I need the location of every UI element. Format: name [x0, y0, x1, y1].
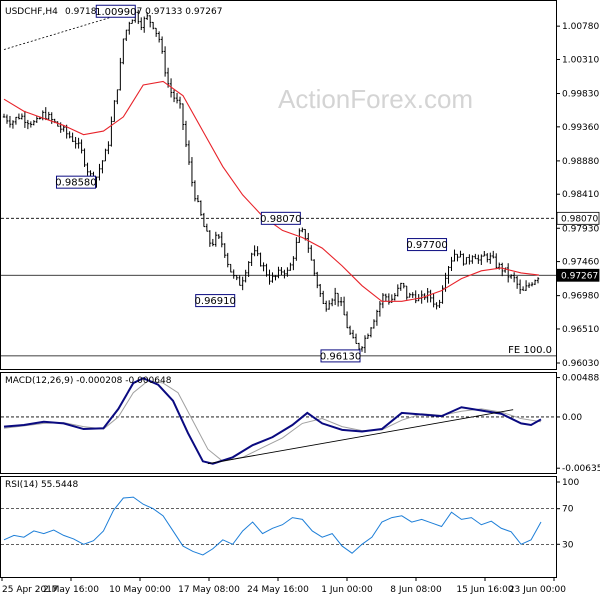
level-label-5: 0.97700: [406, 238, 448, 252]
level-label-box: [55, 175, 96, 189]
macd-title: MACD(12,26,9) -0.000208 -0.000648: [5, 376, 172, 386]
time-axis-label: 17 May 08:00: [178, 585, 240, 595]
time-axis-label: 15 Jun 16:00: [456, 585, 513, 595]
axes: 1.00780 1.00310 0.99830 0.99360 0.98880 0.984…: [1, 22, 600, 595]
level-label-text: 0.96910: [195, 296, 236, 307]
price-bars: [2, 9, 540, 353]
macd-line: [3, 377, 542, 465]
level-label-1: 0.98580: [55, 175, 97, 189]
level-label-3: 0.96910: [195, 294, 236, 308]
watermark: ActionForex.com: [278, 84, 473, 114]
level-label-4: 0.96130: [320, 349, 361, 363]
last-price-tag: [556, 268, 600, 282]
price-axis-label: 1.00780: [562, 22, 599, 32]
level-label-box: [195, 294, 236, 308]
macd-axis-label: 0.004883: [562, 374, 600, 384]
rsi-line: [3, 496, 542, 556]
price-axis-label: 0.96510: [562, 325, 599, 335]
price-axis-label: 0.99360: [562, 123, 599, 133]
price-axis-label: 0.96030: [562, 359, 599, 369]
level-label-text: 0.96130: [320, 351, 361, 362]
rsi-plot: [1, 496, 556, 556]
level-label-box: [260, 211, 301, 225]
time-axis-label: 1 Jun 00:00: [321, 585, 373, 595]
macd-plot: [1, 377, 556, 465]
level-label-text: 0.98580: [55, 178, 96, 189]
price-axis-label: 0.98880: [562, 157, 599, 167]
price-axis-label: 0.98410: [562, 190, 599, 200]
rsi-axis-label: 100: [562, 478, 579, 488]
time-axis-label: 23 Jun 00:00: [509, 585, 566, 595]
level-label-text: 1.00990: [95, 7, 136, 18]
moving-average-line: [3, 80, 540, 302]
price-axis-label: 0.96980: [562, 292, 599, 302]
level-price-tag: [556, 211, 600, 225]
price-axis-label: 0.99830: [562, 90, 599, 100]
time-axis-label: 25 Apr 2017: [2, 585, 58, 595]
rsi-title: RSI(14) 55.5448: [5, 480, 78, 490]
macd-trendline: [207, 409, 514, 465]
level-label-0: 1.00990: [95, 4, 136, 18]
level-label-2: 0.98070: [260, 211, 302, 225]
rsi-axis-label: 30: [562, 540, 574, 550]
price-axis-label: 0.97930: [562, 224, 599, 234]
ohlc-label: 0.97184 0.97297 0.97133 0.97267: [65, 7, 222, 17]
macd-axis-label: 0.00: [562, 413, 582, 423]
price-pane-border: [0, 0, 557, 370]
level-label-box: [407, 238, 448, 252]
fe-label: FE 100.0: [508, 345, 552, 356]
macd-signal-line: [3, 380, 542, 462]
time-axis-label: 10 May 00:00: [109, 585, 171, 595]
symbol-label: USDCHF,H4: [5, 7, 58, 17]
price-plot: 1.00990 0.98580 0.98070 0.96910 0.96130 0.977…: [1, 4, 556, 363]
level-label-box: [95, 4, 136, 18]
price-axis-label: 1.00310: [562, 55, 599, 65]
time-axis-label: 24 May 16:00: [247, 585, 309, 595]
time-axis-label: 8 Jun 08:00: [390, 585, 442, 595]
level-label-text: 0.98070: [260, 214, 301, 225]
macd-pane-border: [0, 372, 557, 474]
level-label-text: 0.97700: [406, 240, 447, 251]
rsi-pane-border: [0, 476, 557, 578]
last-price-tag-text: 0.97267: [561, 271, 598, 281]
time-axis-label: 2 May 16:00: [43, 585, 99, 595]
rsi-axis-label: 70: [562, 505, 574, 515]
level-label-box: [320, 349, 361, 363]
price-axis-label: 0.97460: [562, 258, 599, 268]
level-price-tag-text: 0.98070: [561, 214, 598, 224]
macd-axis-label: -0.006354: [562, 464, 600, 474]
